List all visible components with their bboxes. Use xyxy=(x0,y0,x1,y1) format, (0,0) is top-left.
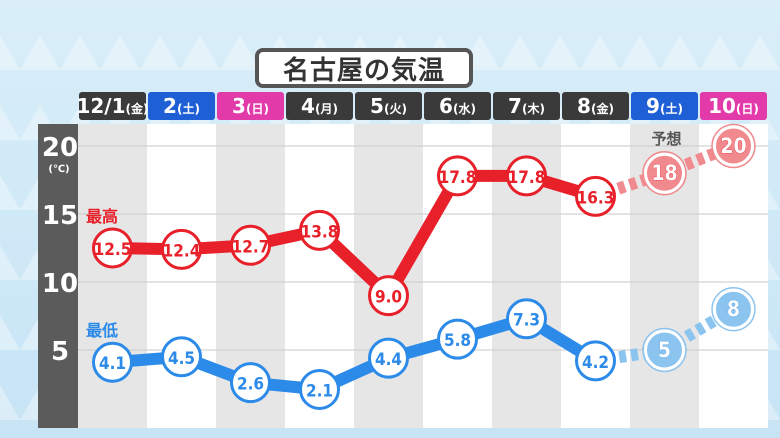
day-header-label: 7(木) xyxy=(508,94,545,118)
day-header-cell xyxy=(631,92,698,120)
data-point xyxy=(161,228,202,270)
data-label: 2.1 xyxy=(306,381,333,401)
data-label: 2.6 xyxy=(237,375,264,395)
data-point-ring xyxy=(711,123,756,169)
column-stripe xyxy=(561,124,630,428)
data-point xyxy=(575,340,616,382)
data-label: 12.5 xyxy=(94,240,132,260)
day-header-cell xyxy=(148,92,215,120)
data-label: 4.5 xyxy=(168,349,195,369)
data-point xyxy=(92,341,133,383)
data-label: 4.2 xyxy=(582,353,609,373)
data-label: 13.8 xyxy=(301,222,339,242)
column-stripe xyxy=(147,124,216,428)
day-header-cell xyxy=(355,92,422,120)
day-header-label: 2(土) xyxy=(163,94,200,118)
data-label: 8 xyxy=(727,297,740,321)
day-header-label: 8(金) xyxy=(577,94,614,118)
y-axis-panel xyxy=(38,124,78,428)
data-label: 17.8 xyxy=(508,168,546,188)
day-header-label: 12/1(金) xyxy=(76,94,148,118)
day-header-label: 3(日) xyxy=(232,94,269,118)
data-point xyxy=(437,155,478,197)
data-label: 5 xyxy=(658,338,671,362)
y-unit-label: (℃) xyxy=(48,164,69,175)
day-header-cell xyxy=(424,92,491,120)
data-label: 20 xyxy=(720,134,746,158)
data-point-ring xyxy=(642,150,687,196)
data-point xyxy=(92,227,133,269)
day-header-label: 6(水) xyxy=(439,94,476,118)
data-label: 12.7 xyxy=(232,237,270,257)
data-label: 17.8 xyxy=(439,168,477,188)
chart-title: 名古屋の気温 xyxy=(255,48,473,88)
data-point xyxy=(368,275,409,317)
data-label: 12.4 xyxy=(163,241,201,261)
series-forecast-line-min xyxy=(594,304,737,367)
day-header-cell xyxy=(286,92,353,120)
data-label: 5.8 xyxy=(444,331,471,351)
data-point xyxy=(575,175,616,217)
data-point xyxy=(644,152,685,194)
day-header-cell xyxy=(562,92,629,120)
day-header-label: 4(月) xyxy=(301,94,338,118)
data-point xyxy=(368,337,409,379)
data-point xyxy=(299,209,340,251)
data-point xyxy=(713,125,754,167)
data-point xyxy=(299,368,340,410)
day-header-cell xyxy=(217,92,284,120)
data-point xyxy=(161,336,202,378)
data-point xyxy=(713,288,754,330)
forecast-label: 予想 xyxy=(651,130,681,148)
day-header-label: 10(日) xyxy=(708,94,759,118)
series-name-label: 最高 xyxy=(86,207,118,226)
data-point xyxy=(437,318,478,360)
data-label: 4.1 xyxy=(99,354,126,374)
data-label: 18 xyxy=(651,161,677,185)
data-label: 9.0 xyxy=(375,288,402,308)
data-point-ring xyxy=(711,286,756,332)
data-point xyxy=(230,362,271,404)
day-header-label: 5(火) xyxy=(370,94,407,118)
day-header-label: 9(土) xyxy=(646,94,683,118)
series-name-label: 最低 xyxy=(86,321,118,340)
day-header-cell xyxy=(493,92,560,120)
y-tick-label: 15 xyxy=(42,201,78,231)
data-point xyxy=(506,155,547,197)
column-stripe xyxy=(699,124,768,428)
y-tick-label: 10 xyxy=(42,269,78,299)
day-header-cell xyxy=(79,92,146,120)
data-label: 7.3 xyxy=(513,311,540,331)
data-point xyxy=(506,298,547,340)
data-label: 16.3 xyxy=(577,188,615,208)
data-point xyxy=(230,224,271,266)
data-point-ring xyxy=(642,327,687,373)
y-tick-label: 5 xyxy=(51,337,69,367)
data-label: 4.4 xyxy=(375,350,402,370)
day-header-cell xyxy=(700,92,767,120)
data-point xyxy=(644,329,685,371)
y-tick-label: 20 xyxy=(42,133,78,163)
